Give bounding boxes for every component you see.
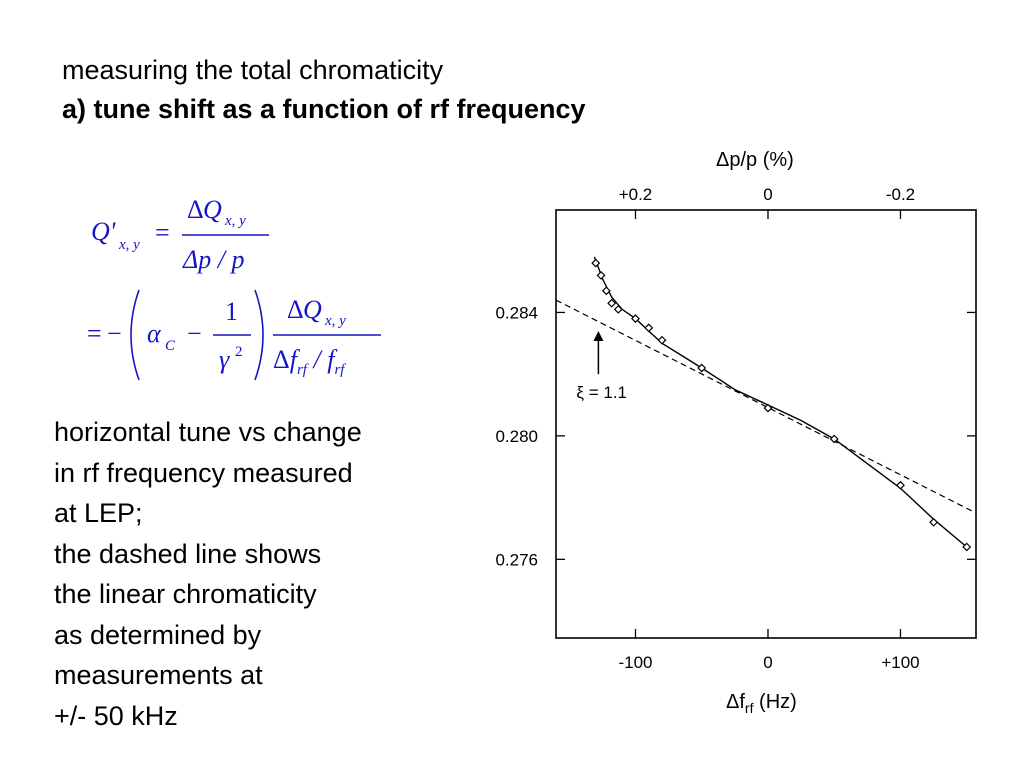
slide-title: a) tune shift as a function of rf freque…	[62, 94, 586, 124]
formula-minus-2: −	[187, 319, 202, 348]
slide-subtitle: measuring the total chromaticity	[62, 55, 444, 85]
formula-gamma: γ	[219, 345, 230, 374]
x-tick-label: -100	[618, 653, 652, 672]
y-tick-label: 0.284	[495, 303, 538, 322]
formula-equals: =	[155, 218, 170, 247]
formula-den2: Δfrf / frf	[273, 345, 346, 378]
formula-den2-sub2: rf	[334, 362, 346, 378]
y-tick-label: 0.276	[495, 550, 538, 569]
data-point	[962, 542, 972, 552]
formula-left-paren	[130, 289, 140, 380]
x-axis-label: Δfrf (Hz)	[726, 691, 797, 716]
formula-den2-delta: Δ	[273, 345, 290, 374]
data-point	[591, 258, 601, 268]
caption-line: horizontal tune vs change	[54, 417, 362, 447]
formula-equals-2: =	[87, 319, 102, 348]
formula-num-subscript: x, y	[224, 213, 246, 229]
chromaticity-formula: Q' x, y = Δ Q x, y Δp / p = − α C − 1 γ …	[87, 195, 381, 380]
formula-alpha: α	[147, 319, 162, 348]
x-tick-label: +100	[881, 653, 919, 672]
data-point	[613, 304, 623, 314]
formula-num2-subscript: x, y	[324, 313, 346, 329]
fit-curve	[593, 256, 968, 548]
data-point	[929, 517, 939, 527]
top-axis-label: Δp/p (%)	[716, 149, 794, 171]
formula-den2-f2: f	[327, 345, 338, 374]
formula-one: 1	[225, 297, 238, 326]
formula-lhs-subscript: x, y	[118, 237, 140, 253]
figure-caption: horizontal tune vs change in rf frequenc…	[54, 412, 454, 736]
caption-line: +/- 50 kHz	[54, 700, 178, 731]
formula-denominator: Δp / p	[182, 245, 244, 274]
caption-line: as determined by	[54, 619, 262, 650]
data-point	[829, 434, 839, 444]
data-point	[763, 403, 773, 413]
caption-line: the linear chromaticity	[54, 579, 317, 609]
formula-num2-delta: Δ	[287, 295, 304, 324]
x-axis-label-main: Δf	[726, 691, 745, 713]
x-axis-label-unit: (Hz)	[753, 691, 796, 713]
formula-num-q: Q	[203, 195, 222, 224]
data-point	[601, 286, 611, 296]
formula-den2-sub1: rf	[297, 362, 309, 378]
formula-den2-f1: f	[290, 345, 301, 374]
caption-line: in rf frequency measured	[54, 457, 353, 488]
data-point	[607, 298, 617, 308]
data-point	[657, 335, 667, 345]
data-point	[896, 480, 905, 490]
caption-line: at LEP;	[54, 498, 143, 528]
data-point	[697, 363, 707, 373]
data-point	[596, 270, 606, 280]
top-tick-label: +0.2	[619, 185, 653, 204]
x-tick-label: 0	[763, 653, 772, 672]
caption-line: the dashed line shows	[54, 538, 322, 569]
x-axis-label-sub: rf	[745, 700, 754, 716]
data-point	[631, 314, 640, 324]
formula-right-paren	[254, 289, 264, 380]
plot-frame	[555, 209, 977, 639]
annotation-label: ξ = 1.1	[576, 383, 627, 402]
caption-line: measurements at	[54, 660, 263, 690]
formula-minus: −	[107, 319, 122, 348]
formula-lhs: Q'	[91, 217, 116, 246]
formula-gamma-exponent: 2	[235, 344, 243, 360]
formula-num2-q: Q	[303, 295, 322, 324]
top-tick-label: 0	[763, 185, 772, 204]
formula-alpha-subscript: C	[165, 338, 176, 354]
tune-vs-rf-chart: Δp/p (%) -100 0 +100 +0.2 0 -0.2 0.276 0.280 0.2…	[495, 149, 977, 716]
annotation-arrowhead	[593, 330, 604, 341]
top-tick-label: -0.2	[886, 185, 915, 204]
formula-num-delta: Δ	[187, 195, 204, 224]
data-point	[644, 323, 654, 333]
y-tick-label: 0.280	[495, 427, 538, 446]
formula-den2-slash: /	[307, 345, 327, 374]
